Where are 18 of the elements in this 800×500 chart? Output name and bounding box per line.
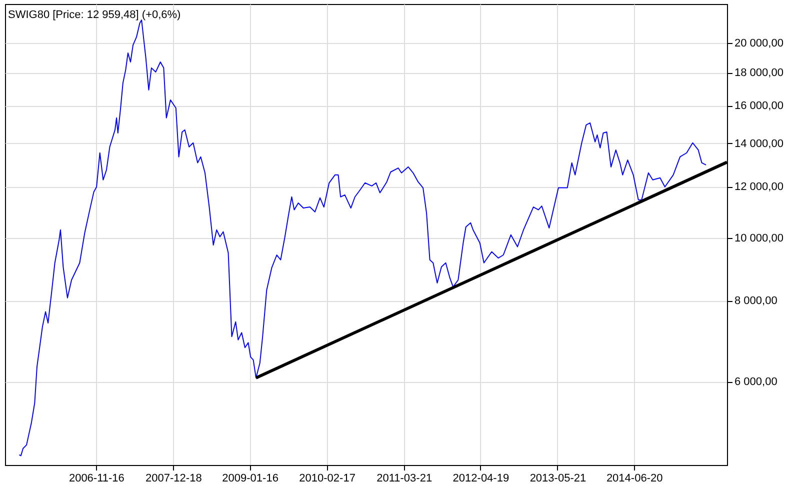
x-tick-label: 2013-05-21 [530, 472, 586, 484]
y-tick-label: 10 000,00 [734, 232, 784, 244]
y-tick-label: 18 000,00 [734, 67, 784, 80]
x-tick-label: 2006-11-16 [68, 472, 124, 484]
x-tick-label: 2012-04-19 [452, 472, 510, 484]
x-tick-label: 2007-12-18 [146, 472, 202, 484]
y-tick-label: 6 000,00 [734, 376, 778, 388]
y-tick-label: 16 000,00 [734, 100, 784, 112]
chart-title: SWIG80 [Price: 12 959,48] (+0,6%) [8, 9, 181, 21]
y-tick-label: 8 000,00 [734, 295, 778, 308]
y-tick-label: 14 000,00 [734, 138, 784, 150]
y-tick-label: 20 000,00 [734, 37, 784, 50]
line-series [18, 19, 707, 456]
x-tick-label: 2010-02-17 [299, 472, 356, 484]
x-tick-label: 2011-03-21 [376, 472, 432, 484]
x-tick-label: 2014-06-20 [606, 472, 663, 484]
y-tick-label: 12 000,00 [734, 181, 784, 194]
x-tick-label: 2009-01-16 [222, 472, 278, 484]
